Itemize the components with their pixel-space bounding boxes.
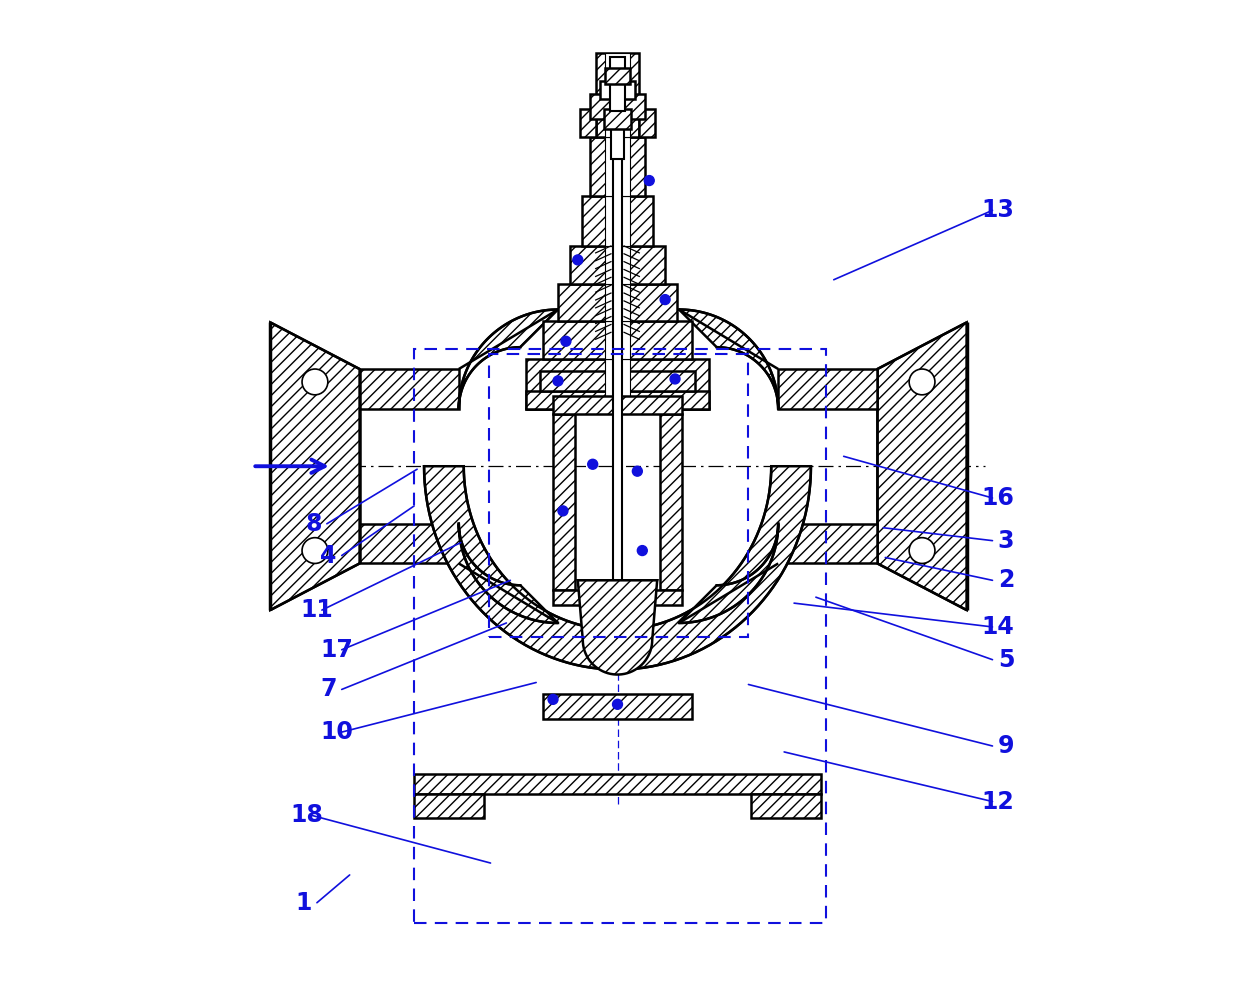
Bar [610,57,625,111]
Circle shape [303,538,327,563]
Circle shape [632,466,642,476]
Polygon shape [640,109,656,137]
Circle shape [588,459,598,469]
Bar [605,53,630,137]
Polygon shape [553,396,682,414]
Polygon shape [526,391,709,409]
Circle shape [558,506,568,516]
Polygon shape [569,246,666,284]
Text: 13: 13 [982,198,1014,222]
Text: 14: 14 [982,615,1014,639]
Polygon shape [778,369,877,409]
Text: 9: 9 [998,734,1014,758]
Polygon shape [540,371,695,391]
Polygon shape [414,774,821,794]
Bar [605,196,630,246]
Bar [610,89,625,159]
Polygon shape [778,524,877,563]
Circle shape [661,295,671,305]
Polygon shape [661,414,682,590]
Polygon shape [579,109,595,137]
Text: 17: 17 [320,638,353,662]
Circle shape [553,376,563,386]
Text: 11: 11 [300,598,332,622]
Text: 3: 3 [998,529,1014,553]
Polygon shape [270,322,359,610]
Circle shape [573,255,583,265]
Polygon shape [424,466,811,670]
Polygon shape [458,524,558,623]
Bar [270,409,967,524]
Bar [613,112,622,645]
Circle shape [645,176,655,186]
Bar [605,137,630,196]
Circle shape [671,374,680,384]
Polygon shape [543,694,692,719]
Circle shape [303,369,327,395]
Circle shape [613,699,622,709]
Text: 5: 5 [998,648,1014,672]
Bar [489,354,748,637]
Circle shape [909,369,935,395]
Polygon shape [679,524,778,623]
Polygon shape [582,196,653,246]
Bar [605,321,630,359]
Circle shape [561,336,571,346]
Polygon shape [553,414,574,590]
Circle shape [909,538,935,563]
Polygon shape [578,580,657,675]
Polygon shape [558,284,677,321]
Bar [605,68,630,84]
Bar [605,359,630,409]
Polygon shape [751,794,821,818]
Polygon shape [590,137,645,196]
Bar [605,284,630,321]
Text: 7: 7 [320,678,336,701]
Polygon shape [543,321,692,359]
Text: 1: 1 [295,891,311,915]
Polygon shape [359,524,458,563]
Polygon shape [590,94,645,119]
Polygon shape [458,310,558,409]
Text: 10: 10 [320,720,353,744]
Polygon shape [877,322,967,610]
Polygon shape [359,369,458,409]
Polygon shape [553,590,682,605]
Bar [604,109,631,129]
Text: 18: 18 [290,804,324,827]
Circle shape [548,694,558,704]
Circle shape [637,546,647,556]
Bar [605,246,630,284]
Polygon shape [414,794,484,818]
Polygon shape [679,310,778,409]
Text: 8: 8 [305,512,321,536]
Bar [600,81,635,99]
Polygon shape [578,580,657,670]
Bar [611,71,624,129]
Text: 2: 2 [998,568,1014,592]
Polygon shape [595,53,640,137]
Text: 4: 4 [320,544,336,567]
Text: 12: 12 [982,790,1014,813]
Text: 16: 16 [982,486,1014,510]
Bar [414,349,826,923]
Polygon shape [526,359,709,409]
